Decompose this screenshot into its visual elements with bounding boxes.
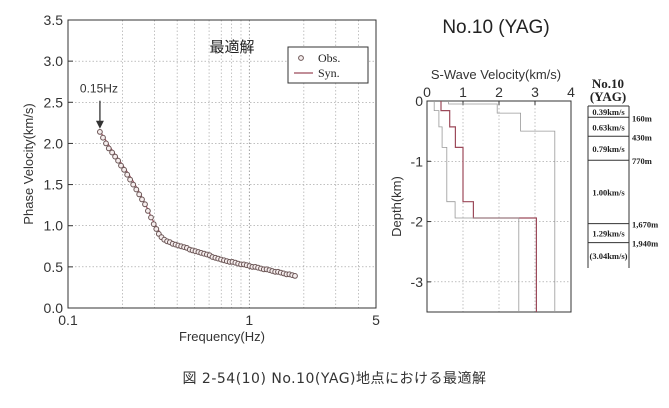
obs-point <box>100 134 106 141</box>
x-tick-label: 0.1 <box>58 312 78 328</box>
frequency-annotation-label: 0.15Hz <box>80 82 118 96</box>
obs-point <box>115 157 121 164</box>
obs-point <box>139 196 145 203</box>
obs-point <box>127 176 134 183</box>
dispersion-grid <box>68 20 376 308</box>
frequency-annotation: 0.15Hz <box>80 82 118 129</box>
velocity-profile-x-ticks: 0 1 2 3 4 <box>423 84 575 105</box>
velocity-profile-title: S-Wave Velocity(km/s) <box>431 67 561 82</box>
dispersion-x-axis-label: Frequency(Hz) <box>179 329 265 344</box>
y-tick-label: 2.5 <box>44 94 64 110</box>
x-tick-label: 1 <box>245 312 253 328</box>
legend-box <box>287 46 369 84</box>
figure-canvas: 0.0 0.5 1.0 1.5 2.0 2.5 3.0 3.5 0.1 1 5 最適解 Frequ… <box>21 12 658 344</box>
model-column-title: No.10 <box>592 76 624 91</box>
y-tick-label: 3.5 <box>44 12 64 28</box>
y-tick-label: -2 <box>411 214 424 230</box>
velocity-profile-y-ticks: 0 -1 -2 -3 <box>411 93 431 290</box>
obs-point <box>133 186 140 193</box>
dispersion-y-axis-label: Phase Velocity(km/s) <box>21 103 36 224</box>
x-tick-label: 1 <box>459 84 467 100</box>
x-tick-label: 5 <box>372 312 380 328</box>
layer-velocity-label: (3.04km/s) <box>589 251 627 261</box>
layer-velocity-label: 0.39km/s <box>592 107 625 117</box>
obs-point <box>103 140 109 147</box>
bound-profile <box>448 101 556 312</box>
annotation-arrow-head <box>95 120 104 129</box>
figure-caption: 図 2-54(10) No.10(YAG)地点における最適解 <box>182 371 487 387</box>
obs-point <box>148 214 154 221</box>
layer-depth-label: 770m <box>632 156 652 166</box>
dispersion-chart-title: 最適解 <box>209 38 254 56</box>
obs-series <box>97 129 298 279</box>
legend-syn-label: Syn. <box>318 66 340 80</box>
dispersion-plot-frame <box>67 19 377 309</box>
obs-point <box>97 129 103 135</box>
obs-point <box>121 166 127 173</box>
station-title: No.10 (YAG) <box>442 17 549 38</box>
model-layers: 0.39km/s 160m 0.63km/s 430m 0.79km/s 770m 1.00… <box>587 105 658 268</box>
obs-point <box>153 226 160 232</box>
y-tick-label: 1.5 <box>44 177 64 193</box>
layer-depth-label: 1,670m <box>632 220 658 230</box>
bound-profile <box>433 101 520 312</box>
obs-point <box>109 149 115 156</box>
layer-depth-label: 160m <box>632 113 652 123</box>
obs-point <box>136 191 143 198</box>
x-tick-label: 0 <box>423 84 431 100</box>
layer-velocity-label: 1.00km/s <box>592 187 625 197</box>
layer-velocity-label: 0.63km/s <box>592 122 625 132</box>
obs-point <box>292 273 298 279</box>
obs-point <box>118 162 124 169</box>
obs-point <box>105 145 112 152</box>
obs-point <box>112 153 118 160</box>
velocity-profile-grid <box>427 101 571 312</box>
layer-model-column: No.10 (YAG) 0.39km/s 160m 0.63km/s 430m 0.79… <box>587 76 658 268</box>
obs-point <box>142 201 148 208</box>
x-tick-label: 3 <box>531 84 539 100</box>
dispersion-chart: 0.0 0.5 1.0 1.5 2.0 2.5 3.0 3.5 0.1 1 5 最適解 Frequ… <box>21 12 380 344</box>
y-tick-label: 0.0 <box>44 300 64 316</box>
legend-obs-marker <box>298 55 304 61</box>
y-tick-label: -3 <box>411 274 424 290</box>
dispersion-y-ticks: 0.0 0.5 1.0 1.5 2.0 2.5 3.0 3.5 <box>44 12 73 316</box>
dispersion-x-ticks: 0.1 1 5 <box>58 312 380 328</box>
layer-depth-label: 430m <box>632 132 652 142</box>
model-column-subtitle: (YAG) <box>590 89 626 104</box>
layer-velocity-label: 1.29km/s <box>592 229 625 239</box>
layer-depth-label: 1,940m <box>632 239 658 249</box>
y-tick-label: 0.5 <box>44 259 64 275</box>
x-tick-label: 2 <box>495 84 503 100</box>
legend: Obs. Syn. <box>287 46 369 84</box>
obs-point <box>124 171 131 178</box>
x-tick-label: 4 <box>567 84 575 100</box>
layer-velocity-label: 0.79km/s <box>592 144 625 154</box>
obs-point <box>145 208 151 214</box>
obs-point <box>150 221 157 228</box>
obs-point <box>130 181 137 188</box>
y-tick-label: 1.0 <box>44 218 64 234</box>
y-tick-label: 0 <box>415 93 423 109</box>
velocity-profile-lines <box>433 101 556 312</box>
velocity-profile-y-axis-label: Depth(km) <box>389 176 404 237</box>
y-tick-label: 2.0 <box>44 135 64 151</box>
y-tick-label: 3.0 <box>44 53 64 69</box>
y-tick-label: -1 <box>411 153 424 169</box>
legend-obs-label: Obs. <box>318 51 340 65</box>
